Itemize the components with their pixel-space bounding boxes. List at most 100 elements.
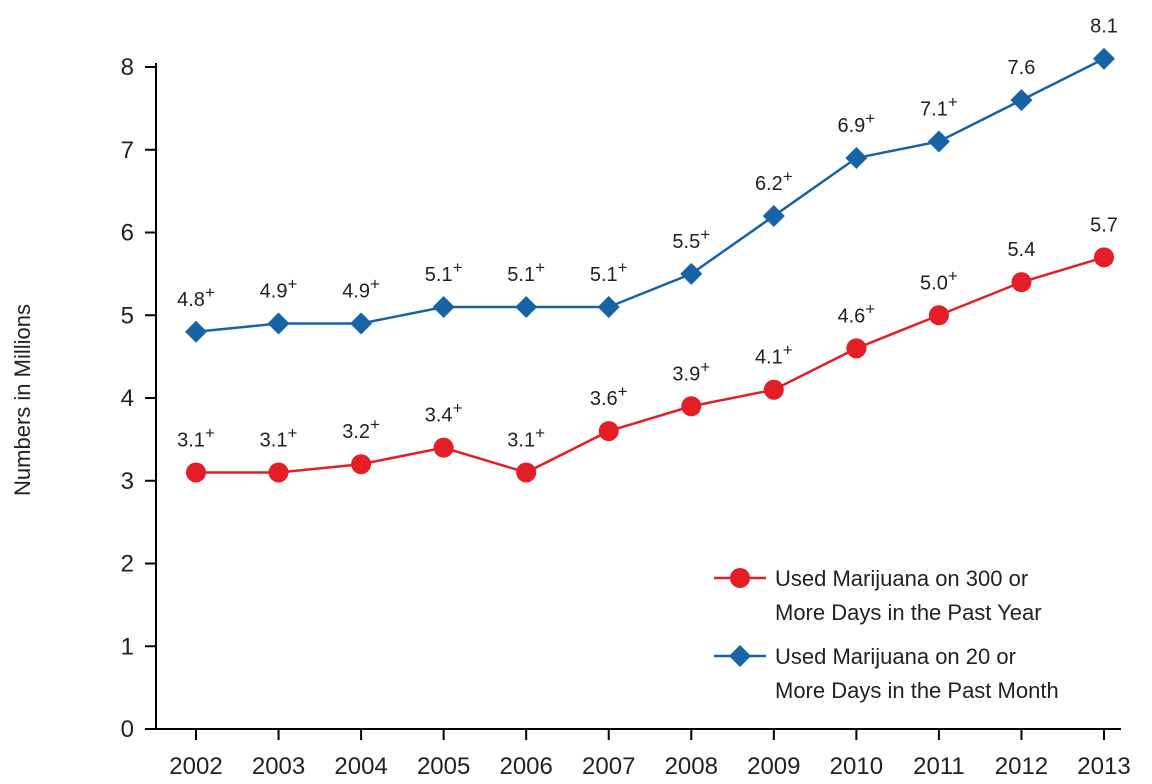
data-label: 3.1+ — [507, 423, 545, 451]
significance-mark: + — [370, 275, 380, 294]
data-label: 3.1+ — [260, 423, 298, 451]
data-point — [433, 437, 454, 458]
series-layer: 4.8+ 4.9+ 4.9+ 5.1+ 5.1+ 5.1+5.5+6.2+6.9+ 7.1+… — [177, 16, 1118, 483]
data-label-value: 3.1 — [177, 429, 205, 451]
y-tick-label: 5 — [121, 302, 134, 329]
legend-item: Used Marijuana on 300 or More Days in the… — [714, 566, 1042, 625]
data-label: 3.6+ — [590, 382, 628, 410]
significance-mark: + — [865, 299, 875, 318]
data-label-value: 4.9 — [342, 281, 370, 303]
legend-label: Used Marijuana on 20 or — [775, 644, 1016, 669]
data-point — [597, 295, 620, 318]
data-point — [927, 130, 950, 153]
data-label: 5.1+ — [507, 258, 545, 286]
data-label: 6.9+ — [837, 109, 875, 137]
y-axis-title: Numbers in Millions — [10, 304, 35, 496]
y-ticks: 0 1 2 3 4 5 6 7 8 — [121, 54, 156, 743]
significance-mark: + — [948, 266, 958, 285]
y-tick-label: 8 — [121, 54, 134, 81]
significance-mark: + — [205, 423, 215, 442]
x-tick-label: 2003 — [252, 753, 305, 780]
significance-mark: + — [370, 415, 380, 434]
y-tick-label: 0 — [121, 716, 134, 743]
data-label-value: 5.7 — [1090, 214, 1118, 236]
data-label-value: 5.1 — [507, 264, 535, 286]
data-point — [1010, 89, 1033, 112]
significance-mark: + — [205, 283, 215, 302]
significance-mark: + — [618, 382, 628, 401]
data-label: 8.1 — [1090, 16, 1118, 38]
significance-mark: + — [453, 399, 463, 418]
x-tick-label: 2006 — [499, 753, 552, 780]
series-line — [196, 256, 1105, 474]
y-tick-label: 7 — [121, 137, 134, 164]
data-label: 6.2+ — [755, 167, 793, 195]
x-ticks: 2002 2003 2004 2005 2006 2007 2008 2009 2010 2011… — [169, 729, 1131, 780]
significance-mark: + — [535, 258, 545, 277]
significance-mark: + — [783, 167, 793, 186]
y-tick-label: 2 — [121, 551, 134, 578]
x-tick-label: 2012 — [995, 753, 1048, 780]
significance-mark: + — [783, 341, 793, 360]
significance-mark: + — [287, 275, 297, 294]
data-label: 5.0+ — [920, 266, 958, 294]
legend-label: Used Marijuana on 300 or — [775, 566, 1028, 591]
legend-item: Used Marijuana on 20 or More Days in the … — [714, 644, 1059, 703]
x-tick-label: 2004 — [334, 753, 387, 780]
legend-diamond-marker — [729, 645, 751, 667]
data-label: 4.8+ — [177, 283, 215, 311]
significance-mark: + — [287, 423, 297, 442]
x-tick-label: 2007 — [582, 753, 635, 780]
data-point — [928, 305, 949, 326]
data-point — [267, 312, 290, 335]
data-label-value: 6.9 — [837, 115, 865, 137]
significance-mark: + — [700, 225, 710, 244]
data-point — [515, 295, 538, 318]
data-point — [185, 320, 207, 343]
data-label-value: 3.1 — [260, 429, 288, 451]
data-label-value: 3.1 — [507, 429, 535, 451]
significance-mark: + — [700, 357, 710, 376]
x-tick-label: 2005 — [417, 753, 470, 780]
data-label: 5.7 — [1090, 214, 1118, 236]
legend-label: More Days in the Past Month — [775, 678, 1059, 703]
data-label-value: 4.6 — [837, 305, 865, 327]
y-tick-label: 1 — [121, 633, 134, 660]
data-label-value: 5.5 — [672, 231, 700, 253]
data-label: 3.1+ — [177, 423, 215, 451]
data-point — [598, 421, 619, 442]
data-label: 7.1+ — [920, 92, 958, 120]
data-label: 7.6 — [1008, 57, 1036, 79]
significance-mark: + — [453, 258, 463, 277]
data-point — [1094, 247, 1114, 268]
data-label: 4.9+ — [342, 275, 380, 303]
x-tick-label: 2010 — [830, 753, 883, 780]
series-1: 3.1+ 3.1+ 3.2+ 3.4+3.1+3.6+3.9+ 4.1+4.6+5.0+… — [177, 214, 1118, 483]
data-point — [846, 338, 867, 359]
x-tick-label: 2011 — [913, 753, 965, 780]
data-label: 3.2+ — [342, 415, 380, 443]
data-label-value: 3.2 — [342, 421, 370, 443]
data-point — [681, 396, 702, 417]
data-label-value: 7.6 — [1008, 57, 1036, 79]
data-label: 4.6+ — [837, 299, 875, 327]
y-tick-label: 6 — [121, 220, 134, 247]
data-label-value: 4.8 — [177, 289, 205, 311]
legend: Used Marijuana on 300 or More Days in the… — [714, 566, 1059, 703]
legend-circle-marker — [730, 568, 750, 588]
data-label-value: 4.1 — [755, 347, 783, 369]
data-label: 3.4+ — [425, 399, 463, 427]
data-point — [350, 312, 373, 335]
y-tick-label: 3 — [121, 468, 134, 495]
data-label-value: 5.4 — [1008, 239, 1036, 261]
significance-mark: + — [948, 92, 958, 111]
legend-label: More Days in the Past Year — [775, 600, 1042, 625]
data-label: 4.1+ — [755, 341, 793, 369]
data-label-value: 8.1 — [1090, 16, 1118, 38]
data-label-value: 3.6 — [590, 388, 618, 410]
significance-mark: + — [865, 109, 875, 128]
data-point — [351, 454, 372, 475]
x-tick-label: 2009 — [747, 753, 800, 780]
data-point — [516, 462, 537, 483]
data-point — [432, 295, 455, 318]
